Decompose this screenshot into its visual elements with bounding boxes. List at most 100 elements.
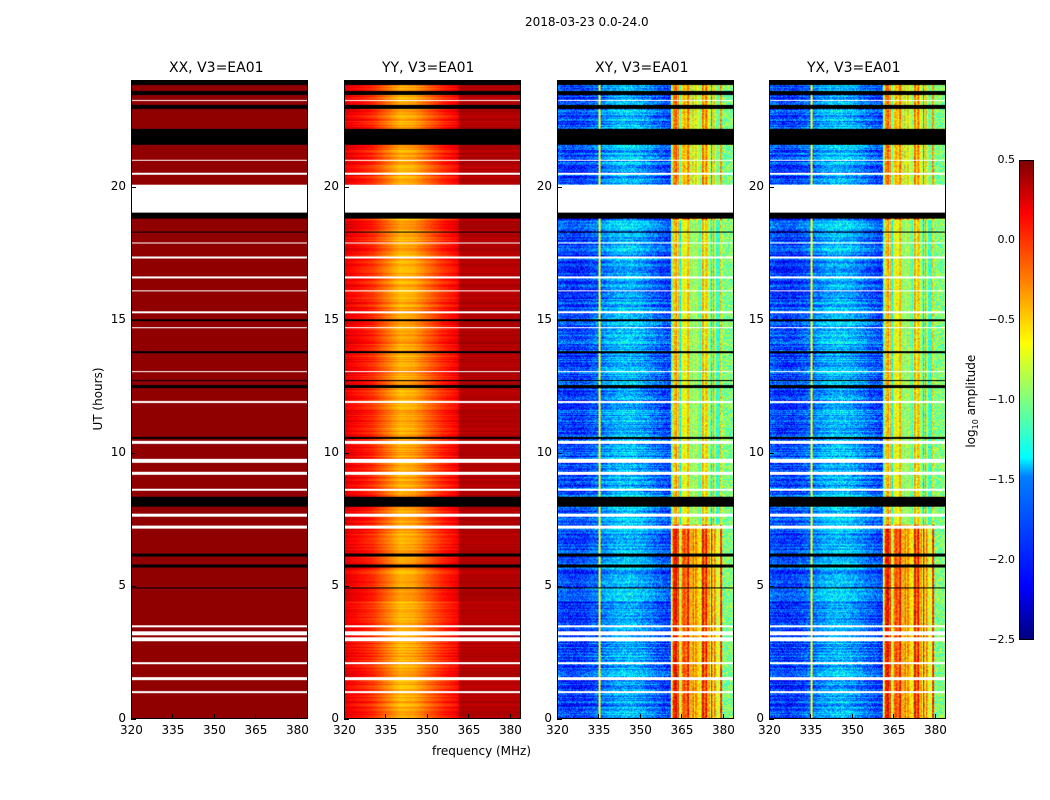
x-tick-label: 335: [374, 723, 398, 737]
y-tick-mark: [557, 319, 562, 321]
y-axis-label: UT (hours): [91, 367, 105, 431]
colorbar-label-sub: 10: [971, 419, 981, 430]
x-axis-label: frequency (MHz): [432, 744, 532, 758]
y-tick-label: 20: [748, 178, 764, 193]
y-tick-mark: [769, 719, 774, 720]
x-tick-mark: [172, 714, 174, 719]
y-tick-mark: [131, 186, 136, 188]
y-tick-mark: [131, 585, 136, 587]
y-tick-mark: [557, 452, 562, 454]
y-tick-mark: [344, 452, 349, 454]
y-tick-label: 5: [118, 577, 126, 592]
x-tick-mark: [509, 714, 511, 719]
x-tick-mark: [385, 714, 387, 719]
y-tick-mark: [344, 319, 349, 321]
x-tick-label: 380: [711, 723, 735, 737]
x-tick-label: 380: [285, 723, 309, 737]
panel-title-1: YY, V3=EA01: [382, 60, 475, 76]
colorbar-tick-label: −1.0: [988, 393, 1015, 406]
x-tick-label: 320: [333, 723, 356, 737]
y-tick-label: 15: [110, 311, 126, 326]
x-tick-label: 350: [415, 723, 439, 737]
y-tick-label: 0: [544, 711, 552, 725]
y-tick-mark: [769, 585, 774, 587]
y-tick-label: 5: [544, 577, 552, 592]
x-tick-mark: [557, 714, 558, 719]
x-tick-label: 320: [758, 723, 781, 737]
x-tick-mark: [255, 714, 257, 719]
colorbar-label-rest: amplitude: [963, 354, 978, 420]
x-tick-mark: [468, 714, 470, 719]
colorbar-tick-label: 0.0: [997, 233, 1016, 246]
x-tick-mark: [296, 714, 298, 719]
x-tick-label: 320: [120, 723, 143, 737]
y-tick-label: 0: [118, 711, 126, 725]
x-tick-mark: [213, 714, 215, 719]
heatmap-panel-1: [344, 80, 521, 719]
y-tick-mark: [769, 452, 774, 454]
x-tick-label: 365: [882, 723, 906, 737]
x-tick-label: 320: [546, 723, 569, 737]
colorbar-tick-label: −1.5: [988, 473, 1015, 486]
y-tick-mark: [131, 319, 136, 321]
x-tick-label: 335: [161, 723, 185, 737]
x-tick-label: 365: [457, 723, 481, 737]
x-tick-label: 350: [840, 723, 864, 737]
y-tick-label: 10: [748, 444, 764, 459]
x-tick-mark: [934, 714, 936, 719]
x-tick-label: 335: [587, 723, 611, 737]
x-tick-mark: [681, 714, 683, 719]
y-tick-label: 15: [323, 311, 339, 326]
y-tick-mark: [131, 719, 136, 720]
x-tick-mark: [810, 714, 812, 719]
x-tick-mark: [639, 714, 641, 719]
x-tick-mark: [344, 714, 345, 719]
heatmap-cells-1: [345, 81, 520, 718]
y-tick-mark: [769, 319, 774, 321]
y-tick-mark: [131, 452, 136, 454]
y-tick-label: 5: [756, 577, 764, 592]
x-tick-mark: [769, 714, 770, 719]
x-tick-label: 335: [799, 723, 823, 737]
colorbar-tick-label: −2.0: [988, 553, 1015, 566]
heatmap-panel-3: [769, 80, 946, 719]
panel-title-3: YX, V3=EA01: [807, 60, 901, 76]
figure-title: 2018-03-23 0.0-24.0: [525, 15, 649, 29]
y-tick-label: 0: [331, 711, 339, 725]
y-tick-label: 10: [323, 444, 339, 459]
y-tick-label: 15: [748, 311, 764, 326]
panel-title-0: XX, V3=EA01: [169, 60, 264, 76]
x-tick-mark: [851, 714, 853, 719]
x-tick-mark: [426, 714, 428, 719]
colorbar-tick-label: −0.5: [988, 313, 1015, 326]
x-tick-label: 365: [244, 723, 268, 737]
y-tick-mark: [344, 186, 349, 188]
heatmap-cells-0: [132, 81, 307, 718]
colorbar-tick-label: 0.5: [997, 153, 1016, 166]
y-tick-label: 0: [756, 711, 764, 725]
colorbar-label-main: log: [963, 429, 978, 448]
heatmap-panel-2: [557, 80, 734, 719]
y-tick-mark: [344, 719, 349, 720]
colorbar-tick-label: −2.5: [988, 633, 1015, 646]
y-tick-label: 5: [331, 577, 339, 592]
y-tick-label: 10: [536, 444, 552, 459]
colorbar: [1019, 160, 1034, 640]
y-tick-mark: [769, 186, 774, 188]
x-tick-mark: [722, 714, 724, 719]
y-tick-mark: [557, 719, 562, 720]
colorbar-label: log10 amplitude: [964, 351, 980, 451]
heatmap-cells-2: [558, 81, 733, 718]
x-tick-label: 380: [923, 723, 947, 737]
heatmap-panel-0: [131, 80, 308, 719]
x-tick-mark: [893, 714, 895, 719]
x-tick-label: 350: [202, 723, 226, 737]
y-tick-label: 20: [110, 178, 126, 193]
y-tick-label: 15: [536, 311, 552, 326]
x-tick-mark: [598, 714, 600, 719]
x-tick-label: 380: [498, 723, 522, 737]
heatmap-cells-3: [770, 81, 945, 718]
y-tick-label: 20: [323, 178, 339, 193]
y-tick-label: 10: [110, 444, 126, 459]
